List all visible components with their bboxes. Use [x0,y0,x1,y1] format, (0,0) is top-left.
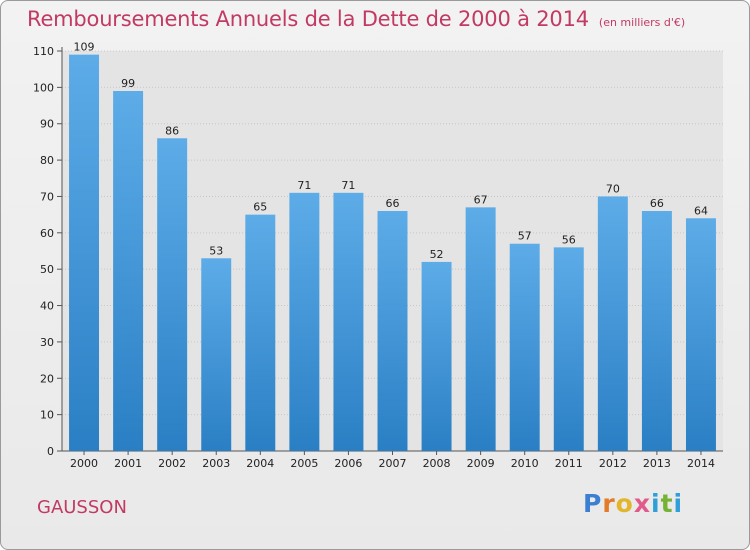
bar-value-label: 56 [562,233,576,246]
bar-value-label: 57 [518,230,532,243]
x-tick-label: 2007 [379,457,407,470]
x-tick-label: 2014 [687,457,715,470]
x-tick-label: 2006 [334,457,362,470]
x-tick-label: 2009 [467,457,495,470]
bar [69,54,100,452]
y-tick-label: 60 [40,227,54,240]
x-tick-label: 2002 [158,457,186,470]
bar [421,261,452,451]
bar-value-label: 65 [253,201,267,214]
chart-title-text: Remboursements Annuels de la Dette de 20… [27,7,589,31]
bar [377,211,408,451]
x-tick-label: 2012 [599,457,627,470]
logo-letter: r [602,489,616,518]
y-tick-label: 0 [47,445,54,458]
y-tick-label: 80 [40,154,54,167]
bar-value-label: 64 [694,204,708,217]
y-tick-label: 100 [33,81,54,94]
bar-value-label: 67 [474,193,488,206]
bar-value-label: 86 [165,124,179,137]
x-tick-label: 2005 [290,457,318,470]
bar [333,192,364,451]
bar-value-label: 99 [121,77,135,90]
bar [465,207,496,451]
x-tick-label: 2010 [511,457,539,470]
bar [201,258,232,451]
x-tick-label: 2008 [423,457,451,470]
logo-letter: i [673,489,684,518]
bar [641,211,672,451]
chart-subtitle: (en milliers d'€) [598,16,686,29]
chart-title: Remboursements Annuels de la Dette de 20… [27,7,685,31]
bar [157,138,188,452]
logo-letter: i [651,489,661,518]
logo-letter: t [660,489,674,518]
y-tick-label: 40 [40,300,54,313]
y-tick-label: 70 [40,190,54,203]
y-tick-label: 20 [40,372,54,385]
bar-value-label: 66 [650,197,664,210]
y-tick-label: 10 [40,409,54,422]
bar [245,214,276,451]
bar-value-label: 52 [430,248,444,261]
bar-value-label: 71 [297,179,311,192]
bar [113,91,144,451]
logo-letter: P [583,489,603,518]
logo-letter: x [633,489,651,518]
x-tick-label: 2003 [202,457,230,470]
x-tick-label: 2011 [555,457,583,470]
bar [289,192,320,451]
bar-value-label: 71 [341,179,355,192]
y-tick-label: 50 [40,263,54,276]
x-tick-label: 2013 [643,457,671,470]
y-tick-label: 30 [40,336,54,349]
proxiti-logo: Proxiti [583,489,683,518]
commune-name: GAUSSON [37,497,127,518]
bar [685,218,716,451]
bar [553,247,584,451]
x-tick-label: 2000 [70,457,98,470]
logo-letter: o [615,489,634,518]
bar-value-label: 53 [209,244,223,257]
bar [509,243,540,451]
bar-value-label: 70 [606,182,620,195]
bar-value-label: 109 [74,41,95,54]
y-tick-label: 110 [33,45,54,58]
bar [597,196,628,451]
bar-value-label: 66 [386,197,400,210]
x-tick-label: 2004 [246,457,274,470]
x-tick-label: 2001 [114,457,142,470]
y-tick-label: 90 [40,118,54,131]
